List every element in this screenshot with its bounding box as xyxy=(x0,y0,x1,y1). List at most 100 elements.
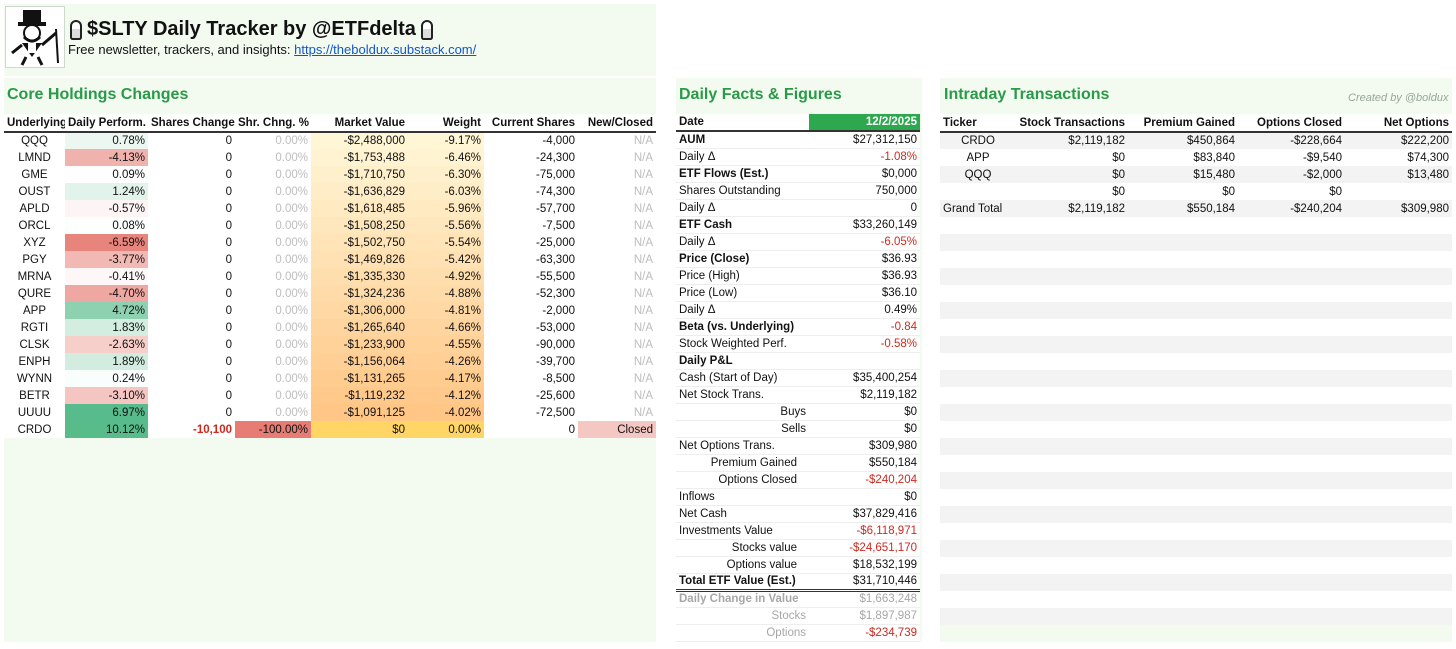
empty-cell xyxy=(1128,489,1238,506)
premium-cell: $550,184 xyxy=(1128,200,1238,217)
weight-cell: -4.66% xyxy=(408,319,484,336)
empty-cell xyxy=(1238,336,1345,353)
perf-cell: 1.89% xyxy=(65,353,148,370)
current-shares-cell: -63,300 xyxy=(535,253,575,266)
weight-cell: -4.88% xyxy=(408,285,484,302)
facts-value: $37,829,416 xyxy=(809,505,920,523)
empty-cell xyxy=(940,421,1016,438)
table-row: CLSK -2.63% 0 0.00% -$1,233,900 -4.55% -90,000… xyxy=(4,336,656,353)
facts-row: ETF Cash $33,260,149 xyxy=(676,215,920,234)
empty-cell xyxy=(940,319,1016,336)
table-row: BETR -3.10% 0 0.00% -$1,119,232 -4.12% -25,600… xyxy=(4,387,656,404)
current-shares-cell: -72,500 xyxy=(535,406,575,419)
empty-cell xyxy=(940,557,1016,574)
market-value-cell: -$1,091,125 xyxy=(311,404,408,421)
facts-label: Daily Δ xyxy=(676,148,809,166)
facts-row: Options -$234,739 xyxy=(676,624,920,642)
weight-cell: -6.30% xyxy=(408,166,484,183)
empty-cell xyxy=(940,489,1016,506)
net-cell: $309,980 xyxy=(1345,200,1452,217)
col-header: Underlying xyxy=(4,114,65,133)
closed-cell: -$2,000 xyxy=(1238,166,1345,183)
shr-pct-cell: 0.00% xyxy=(275,321,308,334)
empty-cell xyxy=(1016,302,1128,319)
current-shares-cell: -25,600 xyxy=(535,389,575,402)
current-shares-cell: -52,300 xyxy=(535,287,575,300)
weight-cell: -5.56% xyxy=(408,217,484,234)
shr-pct-cell: 0.00% xyxy=(275,236,308,249)
date-label: Date xyxy=(676,114,809,132)
weight-cell: -6.03% xyxy=(408,183,484,200)
facts-row: Investments Value -$6,118,971 xyxy=(676,522,920,540)
facts-value: $2,119,182 xyxy=(809,386,920,404)
facts-row: Daily Change in Value $1,663,248 xyxy=(676,590,920,608)
table-row: ORCL 0.08% 0 0.00% -$1,508,250 -5.56% -7,500 N/… xyxy=(4,217,656,234)
facts-value: $1,897,987 xyxy=(809,607,920,625)
empty-row xyxy=(940,234,1452,251)
empty-cell xyxy=(1128,421,1238,438)
premium-cell: $450,864 xyxy=(1128,132,1238,149)
ticker-cell: ORCL xyxy=(18,219,51,232)
facts-value: $0 xyxy=(809,403,920,421)
market-value-cell: -$1,119,232 xyxy=(311,387,408,404)
facts-title: Daily Facts & Figures xyxy=(679,86,842,103)
shares-change-cell: 0 xyxy=(225,304,232,317)
empty-cell xyxy=(1238,251,1345,268)
ticker-cell: BETR xyxy=(19,389,50,402)
facts-value: $35,400,254 xyxy=(809,369,920,387)
facts-value: $33,260,149 xyxy=(809,215,920,234)
intraday-header-row: Ticker Stock Transactions Premium Gained… xyxy=(940,114,1452,133)
facts-value: $27,312,150 xyxy=(809,130,920,149)
market-value-cell: -$1,502,750 xyxy=(311,234,408,251)
empty-row xyxy=(940,217,1452,234)
status-cell: N/A xyxy=(633,321,653,334)
empty-cell xyxy=(1016,574,1128,591)
facts-label: Shares Outstanding xyxy=(676,182,809,200)
status-cell: N/A xyxy=(633,135,653,147)
empty-row xyxy=(940,540,1452,557)
shr-pct-cell: 0.00% xyxy=(275,219,308,232)
facts-value: -$240,204 xyxy=(809,471,920,489)
empty-cell xyxy=(940,302,1016,319)
empty-cell xyxy=(1128,455,1238,472)
empty-cell xyxy=(1238,387,1345,404)
facts-label: Investments Value xyxy=(676,522,809,540)
perf-cell: -0.57% xyxy=(65,200,148,217)
facts-label: Cash (Start of Day) xyxy=(676,369,809,387)
shares-change-cell: 0 xyxy=(225,236,232,249)
empty-cell xyxy=(940,472,1016,489)
empty-cell xyxy=(1238,438,1345,455)
ticker-cell: QURE xyxy=(17,287,52,300)
facts-row: AUM $27,312,150 xyxy=(676,130,920,149)
empty-cell xyxy=(1128,336,1238,353)
table-row: GME 0.09% 0 0.00% -$1,710,750 -6.30% -75,000 N/… xyxy=(4,166,656,183)
facts-label: Stocks value xyxy=(676,539,809,557)
shr-pct-cell: 0.00% xyxy=(275,185,308,198)
current-shares-cell: -7,500 xyxy=(542,219,575,232)
empty-cell xyxy=(1238,489,1345,506)
shares-change-cell: 0 xyxy=(225,372,232,385)
facts-value: -0.84 xyxy=(809,317,920,336)
empty-cell xyxy=(940,353,1016,370)
empty-cell xyxy=(1345,217,1452,234)
empty-cell xyxy=(1345,574,1452,591)
empty-cell xyxy=(1016,489,1128,506)
empty-cell xyxy=(1016,319,1128,336)
perf-cell: 1.83% xyxy=(65,319,148,336)
empty-cell xyxy=(1016,353,1128,370)
ticker-cell: GME xyxy=(21,168,48,181)
shr-pct-cell: -100.00% xyxy=(235,421,311,438)
empty-cell xyxy=(1128,404,1238,421)
newsletter-link[interactable]: https://theboldux.substack.com/ xyxy=(294,42,477,57)
facts-row: Stock Weighted Perf. -0.58% xyxy=(676,335,920,353)
table-row: CRDO 10.12% -10,100 -100.00% $0 0.00% 0 Closed xyxy=(4,421,656,438)
empty-cell xyxy=(1128,557,1238,574)
col-header: Daily Perform. xyxy=(65,114,148,133)
shares-change-cell: 0 xyxy=(225,253,232,266)
empty-cell xyxy=(1345,523,1452,540)
empty-cell xyxy=(1345,251,1452,268)
empty-row xyxy=(940,370,1452,387)
premium-cell: $83,840 xyxy=(1193,151,1235,164)
facts-row: Daily P&L xyxy=(676,351,920,370)
